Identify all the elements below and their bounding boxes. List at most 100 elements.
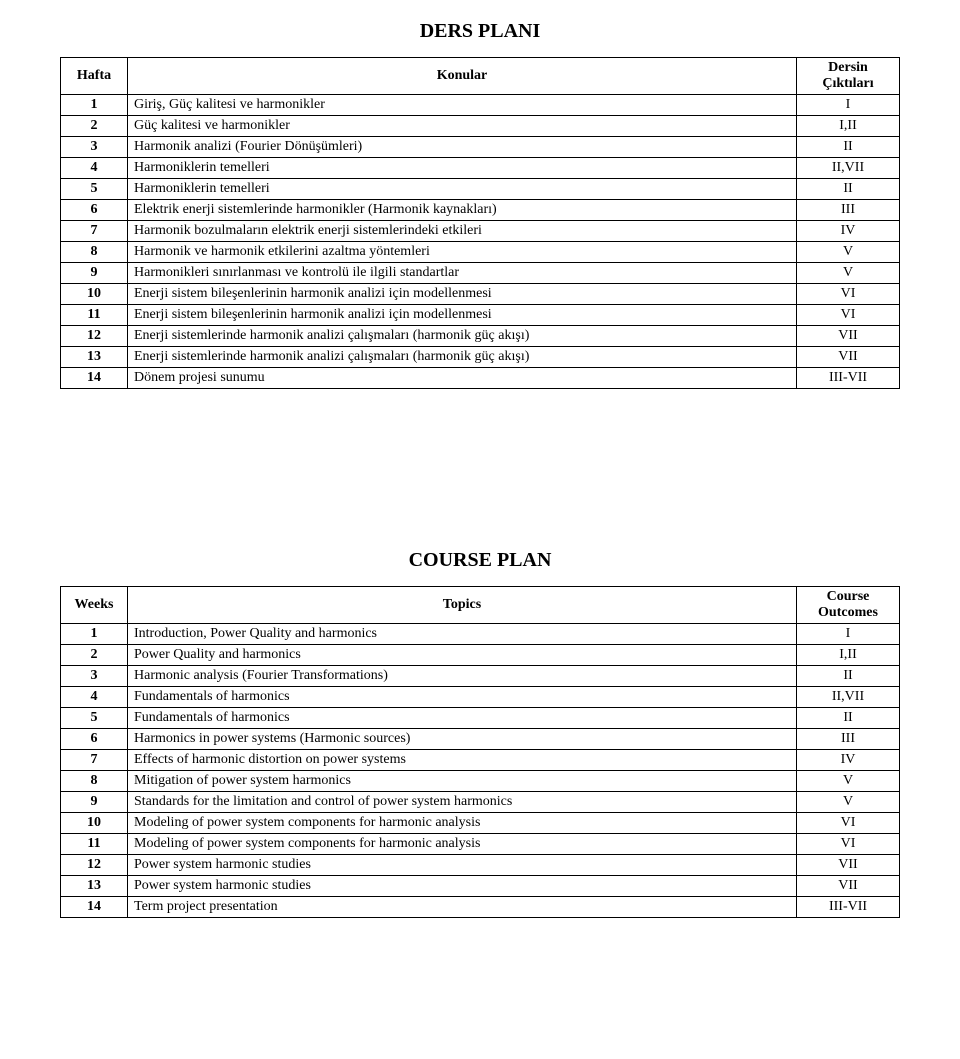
week-number: 12 [61,855,128,876]
topic-cell: Giriş, Güç kalitesi ve harmonikler [128,95,797,116]
topic-cell: Power system harmonic studies [128,855,797,876]
topic-cell: Power system harmonic studies [128,876,797,897]
ders-plani-table: Hafta Konular Dersin Çıktıları 1Giriş, G… [60,57,900,389]
outcome-cell: IV [797,750,900,771]
week-number: 11 [61,305,128,326]
outcome-cell: II [797,666,900,687]
table-row: 5Harmoniklerin temelleriII [61,179,900,200]
week-number: 6 [61,200,128,221]
header-outcome: Dersin Çıktıları [797,58,900,95]
week-number: 5 [61,179,128,200]
week-number: 2 [61,645,128,666]
week-number: 3 [61,666,128,687]
week-number: 14 [61,368,128,389]
topic-cell: Güç kalitesi ve harmonikler [128,116,797,137]
outcome-cell: VI [797,834,900,855]
topic-cell: Effects of harmonic distortion on power … [128,750,797,771]
topic-cell: Modeling of power system components for … [128,834,797,855]
header-outcome-line2: Outcomes [818,605,878,620]
header-outcome-line1: Dersin [828,60,868,75]
outcome-cell: I,II [797,645,900,666]
table-row: 13Power system harmonic studiesVII [61,876,900,897]
table-row: 1Introduction, Power Quality and harmoni… [61,624,900,645]
outcome-cell: III-VII [797,368,900,389]
week-number: 5 [61,708,128,729]
table-row: 7Effects of harmonic distortion on power… [61,750,900,771]
ders-plani-title: DERS PLANI [60,20,900,43]
topic-cell: Introduction, Power Quality and harmonic… [128,624,797,645]
week-number: 4 [61,158,128,179]
topic-cell: Enerji sistemlerinde harmonik analizi ça… [128,326,797,347]
outcome-cell: III [797,729,900,750]
topic-cell: Harmonics in power systems (Harmonic sou… [128,729,797,750]
week-number: 7 [61,750,128,771]
course-tbody: 1Introduction, Power Quality and harmoni… [61,624,900,918]
topic-cell: Harmoniklerin temelleri [128,158,797,179]
week-number: 4 [61,687,128,708]
header-outcome: Course Outcomes [797,587,900,624]
table-row: 4Harmoniklerin temelleriII,VII [61,158,900,179]
table-row: 6Elektrik enerji sistemlerinde harmonikl… [61,200,900,221]
topic-cell: Harmonik ve harmonik etkilerini azaltma … [128,242,797,263]
course-plan-table: Weeks Topics Course Outcomes 1Introducti… [60,586,900,918]
table-row: 6Harmonics in power systems (Harmonic so… [61,729,900,750]
topic-cell: Harmoniklerin temelleri [128,179,797,200]
course-plan-title: COURSE PLAN [60,549,900,572]
topic-cell: Enerji sistem bileşenlerinin harmonik an… [128,284,797,305]
table-row: 8Harmonik ve harmonik etkilerini azaltma… [61,242,900,263]
outcome-cell: I [797,95,900,116]
outcome-cell: VI [797,305,900,326]
topic-cell: Harmonik analizi (Fourier Dönüşümleri) [128,137,797,158]
outcome-cell: V [797,792,900,813]
week-number: 13 [61,347,128,368]
topic-cell: Term project presentation [128,897,797,918]
table-row: 3Harmonic analysis (Fourier Transformati… [61,666,900,687]
table-row: 10Modeling of power system components fo… [61,813,900,834]
week-number: 1 [61,624,128,645]
week-number: 6 [61,729,128,750]
topic-cell: Standards for the limitation and control… [128,792,797,813]
outcome-cell: VII [797,326,900,347]
topic-cell: Harmonik bozulmaların elektrik enerji si… [128,221,797,242]
topic-cell: Modeling of power system components for … [128,813,797,834]
header-outcome-line1: Course [827,589,870,604]
topic-cell: Power Quality and harmonics [128,645,797,666]
table-row: 3Harmonik analizi (Fourier Dönüşümleri)I… [61,137,900,158]
week-number: 3 [61,137,128,158]
outcome-cell: VII [797,347,900,368]
table-row: 11Enerji sistem bileşenlerinin harmonik … [61,305,900,326]
week-number: 7 [61,221,128,242]
topic-cell: Dönem projesi sunumu [128,368,797,389]
topic-cell: Harmonikleri sınırlanması ve kontrolü il… [128,263,797,284]
week-number: 8 [61,771,128,792]
outcome-cell: II [797,708,900,729]
topic-cell: Fundamentals of harmonics [128,687,797,708]
topic-cell: Mitigation of power system harmonics [128,771,797,792]
week-number: 1 [61,95,128,116]
outcome-cell: II [797,137,900,158]
week-number: 10 [61,284,128,305]
outcome-cell: III-VII [797,897,900,918]
outcome-cell: V [797,263,900,284]
table-row: 7Harmonik bozulmaların elektrik enerji s… [61,221,900,242]
topic-cell: Elektrik enerji sistemlerinde harmonikle… [128,200,797,221]
table-row: 4Fundamentals of harmonicsII,VII [61,687,900,708]
outcome-cell: II,VII [797,687,900,708]
outcome-cell: II [797,179,900,200]
table-row: 9Standards for the limitation and contro… [61,792,900,813]
week-number: 9 [61,263,128,284]
table-row: 12Power system harmonic studiesVII [61,855,900,876]
outcome-cell: I [797,624,900,645]
header-week: Hafta [61,58,128,95]
week-number: 14 [61,897,128,918]
header-topic: Topics [128,587,797,624]
outcome-cell: IV [797,221,900,242]
outcome-cell: III [797,200,900,221]
topic-cell: Enerji sistemlerinde harmonik analizi ça… [128,347,797,368]
outcome-cell: V [797,242,900,263]
outcome-cell: I,II [797,116,900,137]
header-outcome-line2: Çıktıları [822,76,873,91]
topic-cell: Fundamentals of harmonics [128,708,797,729]
week-number: 8 [61,242,128,263]
topic-cell: Enerji sistem bileşenlerinin harmonik an… [128,305,797,326]
